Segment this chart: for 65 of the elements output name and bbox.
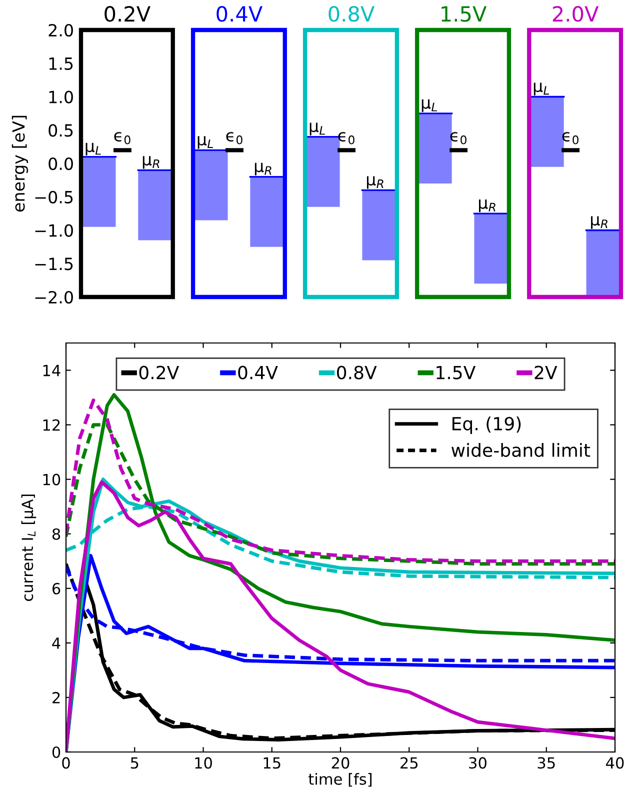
bar (474, 214, 509, 284)
y-axis-title: energy [eV] (12, 116, 28, 212)
text: μ$_{L}$ (310, 122, 325, 136)
y-tick-label: 2 (52, 692, 60, 704)
y-tick-label: −0.5 (35, 190, 73, 204)
series-label: μ$_{R}$ (254, 162, 272, 176)
y-tick-label: 14 (43, 364, 60, 376)
legend-label: 1.5V (436, 366, 476, 380)
bar (417, 113, 452, 184)
x-tick-label: 5 (130, 757, 138, 769)
x-tick-label: 40 (606, 757, 624, 769)
x-axis-title: time [fs] (308, 773, 372, 787)
y-tick-label: −1.0 (35, 224, 73, 237)
text: ϵ$_{0}$ (562, 132, 578, 144)
x-tick-label: 20 (332, 757, 350, 769)
bar (193, 150, 228, 220)
bar (362, 190, 397, 260)
y-tick-label: −1.5 (35, 258, 73, 270)
y-tick-label: 1.0 (49, 90, 73, 104)
bar (529, 96, 564, 167)
text: μ$_{L}$ (198, 136, 213, 149)
legend-label: 2V (534, 366, 558, 380)
annotation: wide-band limit (452, 443, 590, 457)
y-tick-label: 0 (52, 746, 60, 758)
y-tick-label: 0.5 (48, 124, 73, 137)
text: μ$_{R}$ (366, 176, 384, 189)
text: ϵ$_{0}$ (450, 132, 466, 144)
bar (250, 176, 285, 247)
series-label: μ$_{L}$ (86, 142, 101, 156)
y-tick-label: 2.0 (48, 24, 73, 37)
y-axis-title: current I$_{L}$ [μA] (21, 494, 36, 601)
text: ϵ$_{0}$ (226, 132, 242, 144)
x-tick-label: 35 (538, 757, 555, 769)
y-tick-label: 4 (52, 638, 60, 649)
legend-label: 0.8V (336, 366, 377, 380)
x-tick-label: 25 (400, 757, 418, 769)
y-tick-label: 1.5 (49, 58, 73, 70)
text: μ$_{L}$ (422, 99, 438, 112)
bar (138, 170, 173, 240)
y-tick-label: 10 (43, 474, 60, 486)
y-tick-label: 12 (43, 419, 60, 431)
x-tick-label: 0.2V (104, 6, 150, 22)
text: μ$_{R}$ (479, 200, 496, 212)
x-tick-label: 30 (469, 757, 486, 769)
y-tick-label: 0.0 (48, 157, 73, 170)
x-tick-label: 1.5V (442, 6, 487, 22)
bar (81, 156, 116, 227)
text: μ$_{R}$ (142, 156, 160, 169)
y-tick-label: 6 (52, 582, 60, 594)
y-tick-label: 8 (52, 528, 60, 540)
legend-label: 0.2V (139, 366, 180, 380)
x-tick-label: 2.0V (552, 6, 599, 22)
x-tick-label: 0.8V (328, 6, 375, 22)
bar (305, 136, 340, 207)
bar (586, 230, 621, 297)
text: μ$_{L}$ (534, 82, 550, 96)
text: ϵ$_{0}$ (338, 132, 354, 144)
legend-label: 0.4V (238, 366, 278, 380)
ref-line-label: ϵ$_{0}$ (114, 132, 130, 144)
annotation: Eq. (19) (452, 416, 521, 434)
y-tick-label: −2.0 (35, 290, 73, 304)
x-tick-label: 15 (264, 757, 280, 769)
x-tick-label: 0.4V (216, 6, 262, 22)
x-tick-label: 10 (195, 757, 212, 769)
text: μ$_{R}$ (591, 216, 608, 229)
